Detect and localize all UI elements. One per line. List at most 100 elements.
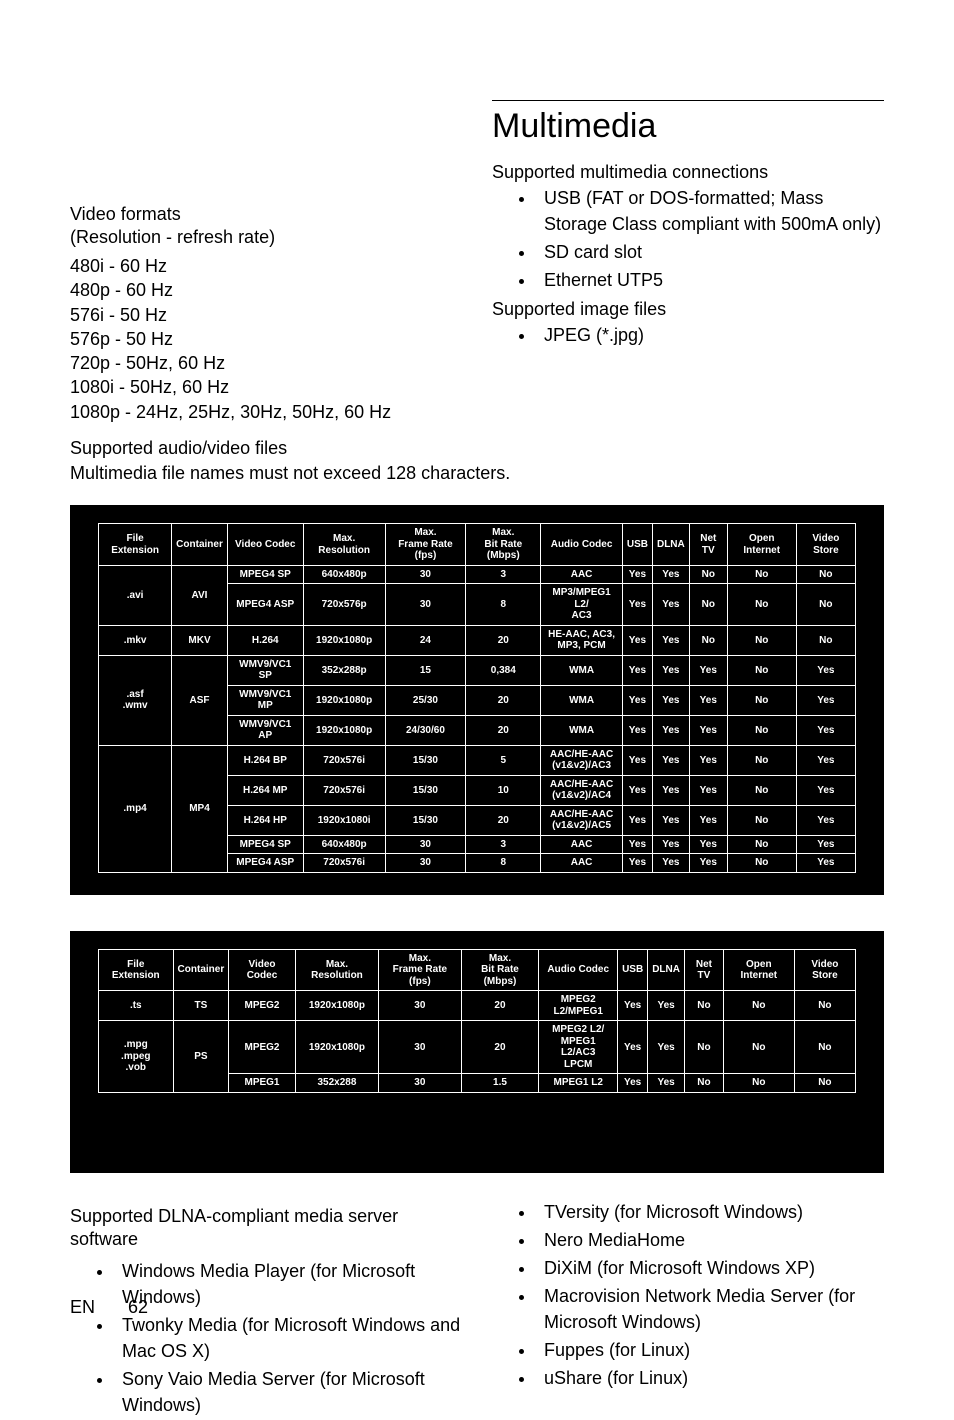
table-header: Video Store xyxy=(794,949,855,991)
list-item: DiXiM (for Microsoft Windows XP) xyxy=(536,1255,884,1281)
table-header: Max.Bit Rate (Mbps) xyxy=(466,524,541,566)
table-cell: WMV9/VC1 AP xyxy=(227,715,303,745)
table-cell: 0,384 xyxy=(466,655,541,685)
table-cell: .mkv xyxy=(99,625,172,655)
dlna-title: Supported DLNA-compliant media server so… xyxy=(70,1205,462,1252)
connections-title: Supported multimedia connections xyxy=(492,162,884,183)
table-cell: No xyxy=(727,655,796,685)
table-cell: Yes xyxy=(796,835,855,854)
table-cell: WMA xyxy=(541,655,623,685)
list-item: Sony Vaio Media Server (for Microsoft Wi… xyxy=(114,1366,462,1418)
table-cell: 8 xyxy=(466,854,541,873)
table-cell: H.264 MP xyxy=(227,775,303,805)
table-cell: Yes xyxy=(648,1074,685,1093)
table-cell: 640x480p xyxy=(303,565,385,584)
table-cell: 352x288p xyxy=(303,655,385,685)
table-cell: No xyxy=(689,584,727,626)
table-cell: 1920x1080p xyxy=(295,1021,378,1074)
table-cell: Yes xyxy=(689,715,727,745)
table-cell: Yes xyxy=(689,655,727,685)
table-cell: MPEG4 SP xyxy=(227,835,303,854)
table-cell: Yes xyxy=(648,991,685,1021)
table-cell: No xyxy=(794,1021,855,1074)
table-row: .mkvMKVH.2641920x1080p2420HE-AAC, AC3,MP… xyxy=(99,625,856,655)
video-formats-sub: (Resolution - refresh rate) xyxy=(70,227,462,248)
list-item: Ethernet UTP5 xyxy=(536,267,884,293)
table-cell: 720x576i xyxy=(303,854,385,873)
table-cell: AAC/HE-AAC(v1&v2)/AC5 xyxy=(541,805,623,835)
table-cell: MPEG2L2/MPEG1 xyxy=(539,991,618,1021)
list-item: Macrovision Network Media Server (for Mi… xyxy=(536,1283,884,1335)
resolution-item: 576p - 50 Hz xyxy=(70,327,462,351)
table-cell: 1920x1080p xyxy=(303,715,385,745)
table-cell: MPEG2 L2/MPEG1 L2/AC3LPCM xyxy=(539,1021,618,1074)
table-cell: 3 xyxy=(466,835,541,854)
table-cell: .asf.wmv xyxy=(99,655,172,745)
table-cell: Yes xyxy=(689,685,727,715)
list-item: Windows Media Player (for Microsoft Wind… xyxy=(114,1258,462,1310)
resolution-item: 720p - 50Hz, 60 Hz xyxy=(70,351,462,375)
table-cell: PS xyxy=(173,1021,229,1093)
table-header: File Extension xyxy=(99,524,172,566)
table-cell: 1.5 xyxy=(461,1074,539,1093)
list-item: SD card slot xyxy=(536,239,884,265)
resolution-item: 576i - 50 Hz xyxy=(70,303,462,327)
table-cell: Yes xyxy=(618,991,648,1021)
table-cell: Yes xyxy=(652,685,689,715)
list-item: USB (FAT or DOS-formatted; Mass Storage … xyxy=(536,185,884,237)
codec-table-2: File ExtensionContainerVideo CodecMax. R… xyxy=(98,949,856,1093)
table-cell: No xyxy=(727,565,796,584)
table-cell: 1920x1080i xyxy=(303,805,385,835)
table-cell: 5 xyxy=(466,745,541,775)
table-cell: MPEG2 xyxy=(229,1021,296,1074)
table-cell: 30 xyxy=(385,584,466,626)
dlna-list-right: TVersity (for Microsoft Windows)Nero Med… xyxy=(492,1199,884,1392)
table-header: Max. Resolution xyxy=(295,949,378,991)
table-header: Max.Frame Rate (fps) xyxy=(379,949,461,991)
table-cell: 8 xyxy=(466,584,541,626)
table-header: DLNA xyxy=(648,949,685,991)
table-header: Open Internet xyxy=(723,949,794,991)
table-cell: 15/30 xyxy=(385,805,466,835)
table-header: Max.Frame Rate (fps) xyxy=(385,524,466,566)
table-cell: .mpg.mpeg.vob xyxy=(99,1021,174,1093)
table-header: File Extension xyxy=(99,949,174,991)
table-cell: 20 xyxy=(466,715,541,745)
table-row: .aviAVIMPEG4 SP640x480p303AACYesYesNoNoN… xyxy=(99,565,856,584)
table-cell: WMV9/VC1 MP xyxy=(227,685,303,715)
page-title: Multimedia xyxy=(492,107,884,146)
table-cell: 30 xyxy=(379,1074,461,1093)
table-cell: MPEG4 ASP xyxy=(227,584,303,626)
image-files-list: JPEG (*.jpg) xyxy=(492,322,884,348)
table-cell: Yes xyxy=(652,715,689,745)
table-cell: No xyxy=(684,991,723,1021)
table-cell: 1920x1080p xyxy=(295,991,378,1021)
table-cell: .mp4 xyxy=(99,745,172,872)
codec-table-1: File ExtensionContainerVideo CodecMax. R… xyxy=(98,523,856,873)
table-cell: MPEG1 xyxy=(229,1074,296,1093)
table-cell: 24 xyxy=(385,625,466,655)
table-cell: Yes xyxy=(622,835,652,854)
table-cell: 20 xyxy=(466,625,541,655)
list-item: Twonky Media (for Microsoft Windows and … xyxy=(114,1312,462,1364)
footer-page: 62 xyxy=(128,1297,148,1318)
table-cell: No xyxy=(796,565,855,584)
table-cell: No xyxy=(723,1074,794,1093)
table-header: Net TV xyxy=(684,949,723,991)
table-cell: Yes xyxy=(689,854,727,873)
table-row: .mpg.mpeg.vobPSMPEG21920x1080p3020MPEG2 … xyxy=(99,1021,856,1074)
table-cell: 1920x1080p xyxy=(303,685,385,715)
table-cell: ASF xyxy=(172,655,228,745)
table-cell: No xyxy=(723,991,794,1021)
table-row: .tsTSMPEG21920x1080p3020MPEG2L2/MPEG1Yes… xyxy=(99,991,856,1021)
table-cell: Yes xyxy=(618,1021,648,1074)
table-cell: Yes xyxy=(622,805,652,835)
table-cell: Yes xyxy=(622,715,652,745)
audio-video-title: Supported audio/video files xyxy=(70,438,884,459)
codec-table-2-wrap: File ExtensionContainerVideo CodecMax. R… xyxy=(70,931,884,1173)
table-cell: H.264 BP xyxy=(227,745,303,775)
table-cell: Yes xyxy=(622,625,652,655)
table-cell: No xyxy=(794,991,855,1021)
table-header: Net TV xyxy=(689,524,727,566)
list-item: JPEG (*.jpg) xyxy=(536,322,884,348)
